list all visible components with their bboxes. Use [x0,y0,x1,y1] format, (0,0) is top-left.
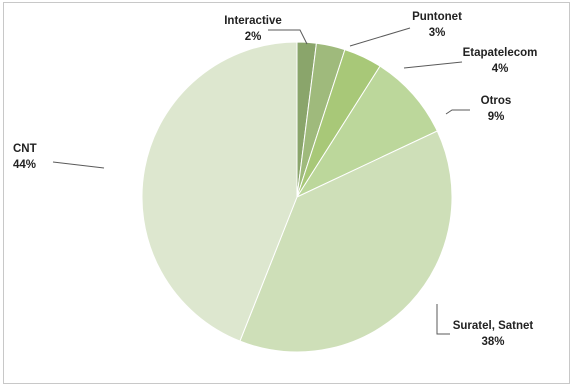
label-suratel-pct: 38% [481,336,504,348]
pie-slice-otros [295,65,438,199]
pie-slice-suratel-satnet [239,130,453,353]
leader-cnt [52,161,105,169]
leader-interactive [268,29,308,45]
pie-slices [141,41,453,353]
label-puntonet-name: Puntonet [412,11,462,23]
label-etapatelecom-name: Etapatelecom [463,47,538,59]
label-puntonet-pct: 3% [429,27,446,39]
leader-etapatelecom [403,61,463,69]
label-interactive-pct: 2% [245,31,262,43]
pie-slice-cnt [141,41,298,342]
label-otros-name: Otros [481,95,512,107]
label-interactive-name: Interactive [224,15,282,27]
label-cnt-name: CNT [13,143,37,155]
leader-puntonet [349,27,411,47]
leader-suratel [436,304,450,335]
label-cnt-pct: 44% [13,159,36,171]
leader-otros [445,109,470,115]
label-otros-pct: 9% [488,111,505,123]
label-suratel-name: Suratel, Satnet [453,320,534,332]
label-etapatelecom-pct: 4% [492,63,509,75]
leader-lines [52,27,470,335]
